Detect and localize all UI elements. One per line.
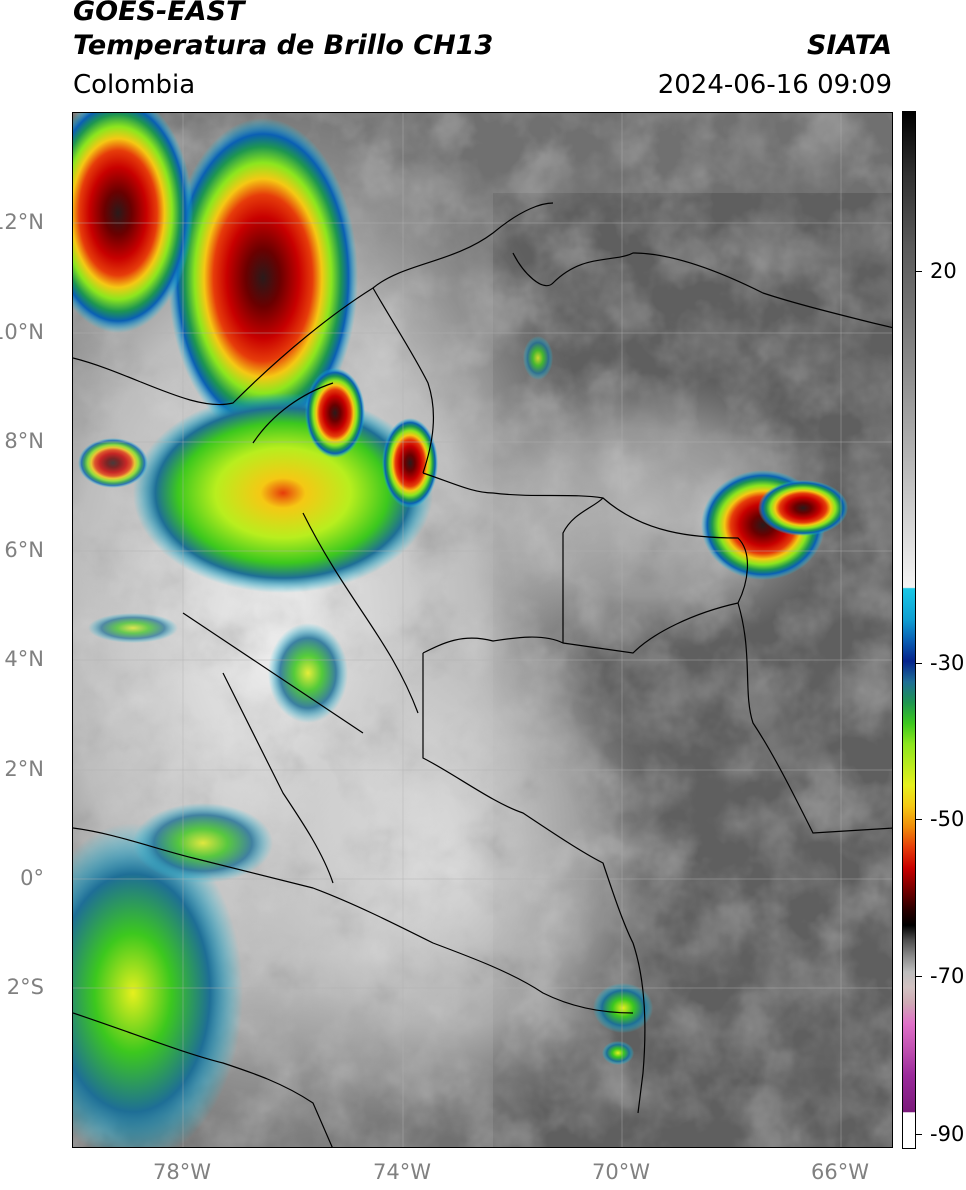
storm-caribbean[interactable] <box>168 118 358 438</box>
colorbar-tick <box>916 819 922 820</box>
lat-label: 0° <box>20 866 44 890</box>
lat-label: 4°N <box>4 647 44 671</box>
colorbar <box>902 111 916 1149</box>
lon-label: 70°W <box>592 1160 650 1184</box>
storm-choco[interactable] <box>133 393 433 593</box>
datetime-label: 2024-06-16 09:09 <box>657 70 892 100</box>
storm-uraba[interactable] <box>305 368 365 458</box>
lat-label: 8°N <box>4 429 44 453</box>
cell-narino[interactable] <box>133 803 273 883</box>
amazon-cell[interactable] <box>593 983 653 1033</box>
map-canvas <box>73 113 892 1148</box>
colorbar-label: -50 <box>930 807 965 831</box>
colorbar-label: 20 <box>930 259 957 283</box>
agency-label: SIATA <box>806 30 892 61</box>
satellite-map[interactable] <box>72 112 893 1148</box>
cell-pacific-north[interactable] <box>88 613 178 643</box>
storm-santander[interactable] <box>382 418 438 508</box>
lon-label: 74°W <box>373 1160 431 1184</box>
region-label: Colombia <box>73 70 196 100</box>
lat-label: 2°N <box>4 757 44 781</box>
colorbar-label: -90 <box>930 1122 965 1146</box>
lat-label: 10°N <box>0 320 44 344</box>
storm-venezuela-east[interactable] <box>758 480 848 536</box>
colorbar-tick <box>916 663 922 664</box>
cell-guajira[interactable] <box>523 336 553 380</box>
graticule <box>73 113 892 1147</box>
political-borders <box>73 202 892 1147</box>
colorbar-tick <box>916 271 922 272</box>
product-title: Temperatura de Brillo CH13 <box>73 30 494 61</box>
colorbar-tick <box>916 1134 922 1135</box>
cell-cauca[interactable] <box>268 623 348 723</box>
lat-label: 2°S <box>6 975 44 999</box>
lon-label: 66°W <box>811 1160 869 1184</box>
lon-label: 78°W <box>153 1160 211 1184</box>
satellite-title: GOES-EAST <box>73 0 245 27</box>
amazon-cell-small[interactable] <box>602 1041 634 1065</box>
lat-label: 6°N <box>4 538 44 562</box>
storm-panama[interactable] <box>78 438 148 488</box>
colorbar-tick <box>916 976 922 977</box>
pacific-convection[interactable] <box>73 823 243 1148</box>
colorbar-label: -70 <box>930 964 965 988</box>
colorbar-label: -30 <box>930 651 965 675</box>
lat-label: 12°N <box>0 210 44 234</box>
